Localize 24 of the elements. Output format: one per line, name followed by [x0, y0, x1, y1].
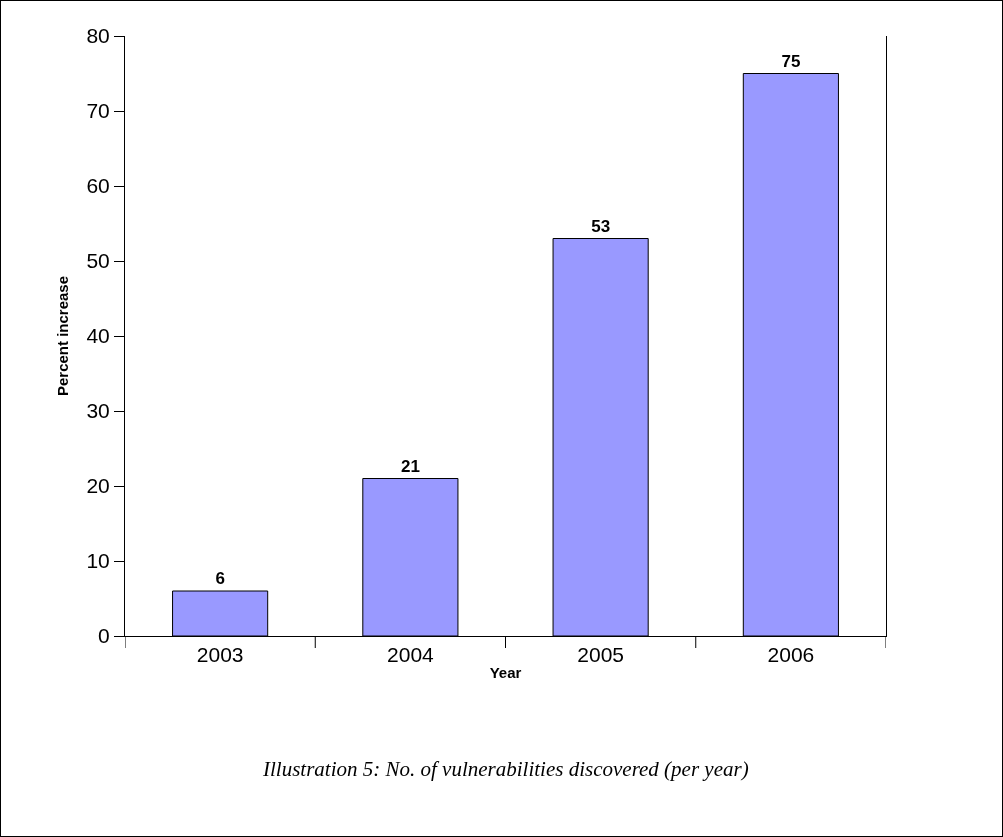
y-tick-label: 0	[98, 624, 110, 648]
data-label: 21	[400, 456, 420, 476]
data-label: 53	[591, 216, 611, 236]
x-tick-label: 2003	[196, 643, 244, 667]
y-tick-label: 20	[86, 474, 110, 498]
x-axis-title: Year	[489, 664, 522, 682]
bar	[742, 73, 839, 636]
x-tick-label: 2006	[767, 643, 815, 667]
y-tick-label: 80	[86, 24, 110, 48]
y-tick-label: 50	[86, 249, 110, 273]
data-label: 6	[215, 569, 225, 588]
bar	[552, 238, 649, 636]
y-tick-label: 10	[86, 549, 110, 573]
bar	[362, 478, 459, 636]
bar	[172, 590, 269, 636]
data-label: 75	[781, 51, 801, 71]
text: Illustration 5: No. of vulnerabilities discovered (per year)	[262, 757, 749, 781]
y-tick-label: 40	[86, 324, 110, 348]
x-tick-label: 2004	[387, 643, 435, 667]
y-tick-label: 30	[86, 399, 110, 423]
x-tick-label: 2005	[577, 643, 624, 667]
y-tick-label: 70	[86, 99, 110, 123]
y-tick-label: 60	[86, 174, 110, 198]
y-axis-title: Percent increase	[53, 275, 71, 397]
